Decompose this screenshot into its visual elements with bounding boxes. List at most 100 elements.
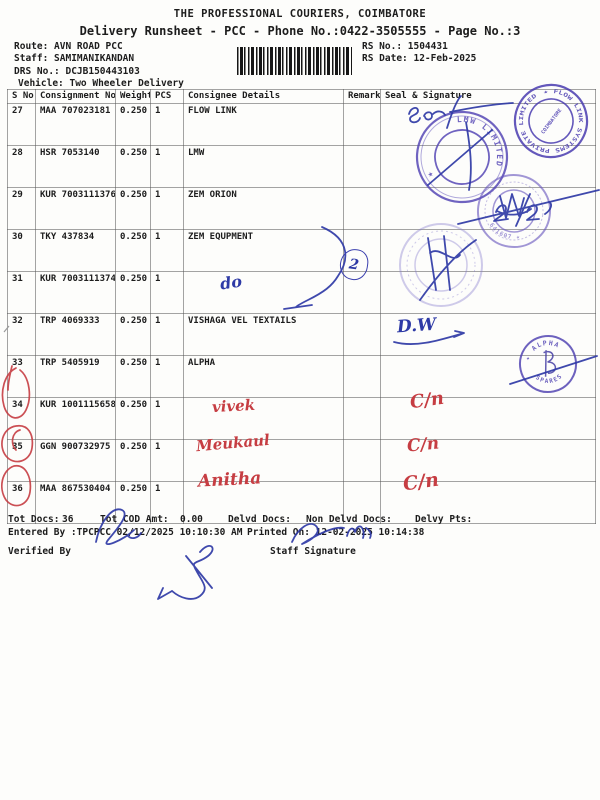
cell-remarks (343, 439, 381, 482)
cell-seal (380, 271, 596, 314)
cell-consignment: GGN 900732975 (35, 439, 116, 482)
table-row: 30 TKY 437834 0.250 1 ZEM EQUPMENT (7, 229, 596, 272)
cn-mark-row35: C/n (406, 433, 441, 457)
vehicle-line: Vehicle: Two Wheeler Delivery (18, 78, 184, 89)
cell-seal (380, 397, 596, 440)
totals-label-delvy-pts: Delvy Pts: (415, 514, 473, 525)
cell-weight: 0.250 (115, 103, 151, 146)
center-signature (157, 545, 214, 600)
cell-seal (380, 481, 596, 524)
cell-seal (380, 187, 596, 230)
table-row: 31 KUR 7003111374 0.250 1 (7, 271, 596, 314)
cell-sno: 31 (7, 271, 36, 314)
staff-line: Staff: SAMIMANIKANDAN (14, 53, 135, 64)
table-row: 33 TRP 5405919 0.250 1 ALPHA (7, 355, 596, 398)
cell-pcs: 1 (150, 481, 184, 524)
col-header-weight: Weight (115, 89, 151, 104)
cell-seal (380, 103, 596, 146)
handwritten-do: do (218, 271, 244, 294)
col-header-pcs: PCS (150, 89, 184, 104)
cell-consignee (183, 271, 344, 314)
cell-consignee (183, 481, 344, 524)
cell-pcs: 1 (150, 271, 184, 314)
cell-consignment: TKY 437834 (35, 229, 116, 272)
cell-weight: 0.250 (115, 355, 151, 398)
cell-sno: 29 (7, 187, 36, 230)
cell-sno: 34 (7, 397, 36, 440)
cell-sno: 35 (7, 439, 36, 482)
cell-seal (380, 229, 596, 272)
staff-signature-label: Staff Signature (270, 546, 356, 557)
cell-pcs: 1 (150, 229, 184, 272)
cell-weight: 0.250 (115, 145, 151, 188)
cell-seal (380, 439, 596, 482)
document-subtitle: Delivery Runsheet - PCC - Phone No.:0422… (79, 24, 521, 38)
cell-consignment: MAA 707023181 (35, 103, 116, 146)
cell-remarks (343, 187, 381, 230)
cell-weight: 0.250 (115, 439, 151, 482)
cell-consignee: VISHAGA VEL TEXTAILS (183, 313, 344, 356)
cell-sno: 33 (7, 355, 36, 398)
col-header-consignee: Consignee Details (183, 89, 344, 104)
totals-value-tot-docs: 36 (62, 514, 74, 525)
totals-label-delvd: Delvd Docs: (228, 514, 291, 525)
col-header-seal: Seal & Signature (380, 89, 596, 104)
cell-consignee (183, 439, 344, 482)
cell-consignment: KUR 7003111374 (35, 271, 116, 314)
cell-seal (380, 145, 596, 188)
cell-consignee: ZEM EQUPMENT (183, 229, 344, 272)
runsheet-barcode (237, 47, 352, 75)
cell-sno: 30 (7, 229, 36, 272)
col-header-sno: S No (7, 89, 36, 104)
table-row: 32 TRP 4069333 0.250 1 VISHAGA VEL TEXTA… (7, 313, 596, 356)
cell-weight: 0.250 (115, 271, 151, 314)
cell-consignment: TRP 4069333 (35, 313, 116, 356)
verified-by-label: Verified By (8, 546, 71, 557)
cell-weight: 0.250 (115, 187, 151, 230)
handwritten-dw-signature: D.W (396, 314, 437, 338)
cell-pcs: 1 (150, 187, 184, 230)
cell-consignment: KUR 7003111376 (35, 187, 116, 230)
table-row: 27 MAA 707023181 0.250 1 FLOW LINK (7, 103, 596, 146)
cell-pcs: 1 (150, 103, 184, 146)
cell-consignment: TRP 5405919 (35, 355, 116, 398)
table-row: 36 MAA 867530404 0.250 1 (7, 481, 596, 524)
rs-no-line: RS No.: 1504431 (362, 41, 448, 52)
cell-sno: 28 (7, 145, 36, 188)
table-row: 35 GGN 900732975 0.250 1 (7, 439, 596, 482)
table-row: 28 HSR 7053140 0.250 1 LMW (7, 145, 596, 188)
totals-value-cod: 0.00 (180, 514, 203, 525)
delivery-table: S No Consignment No Weight PCS Consignee… (7, 89, 596, 524)
col-header-consignment: Consignment No (35, 89, 116, 104)
table-row: 34 KUR 1001115658 0.250 1 (7, 397, 596, 440)
printed-on-line: Printed On: 12-02-2025 10:14:38 (247, 527, 425, 538)
cell-pcs: 1 (150, 355, 184, 398)
document-title: THE PROFESSIONAL COURIERS, COIMBATORE (173, 8, 427, 20)
route-line: Route: AVN ROAD PCC (14, 41, 123, 52)
cell-pcs: 1 (150, 439, 184, 482)
handwritten-name-anitha: Anitha (197, 468, 262, 492)
cell-consignment: HSR 7053140 (35, 145, 116, 188)
cell-pcs: 1 (150, 313, 184, 356)
cell-pcs: 1 (150, 397, 184, 440)
rs-date-line: RS Date: 12-Feb-2025 (362, 53, 477, 64)
cell-remarks (343, 397, 381, 440)
totals-label-non-delvd: Non Delvd Docs: (306, 514, 392, 525)
cell-consignee: FLOW LINK (183, 103, 344, 146)
cell-remarks (343, 313, 381, 356)
handwritten-name-vivek: vivek (211, 395, 256, 417)
cell-remarks (343, 103, 381, 146)
col-header-remarks: Remarks (343, 89, 381, 104)
totals-label-tot-docs: Tot Docs: (8, 514, 60, 525)
totals-label-cod: Tot COD Amt: (100, 514, 169, 525)
table-header-row: S No Consignment No Weight PCS Consignee… (7, 89, 596, 104)
cell-remarks (343, 355, 381, 398)
cell-weight: 0.250 (115, 313, 151, 356)
circled-count-value: 2 (348, 255, 360, 274)
cell-consignee: LMW (183, 145, 344, 188)
cell-weight: 0.250 (115, 229, 151, 272)
entered-by-line: Entered By :TPCPCC 02/12/2025 10:10:30 A… (8, 527, 243, 538)
table-row: 29 KUR 7003111376 0.250 1 ZEM ORION (7, 187, 596, 230)
cell-sno: 27 (7, 103, 36, 146)
